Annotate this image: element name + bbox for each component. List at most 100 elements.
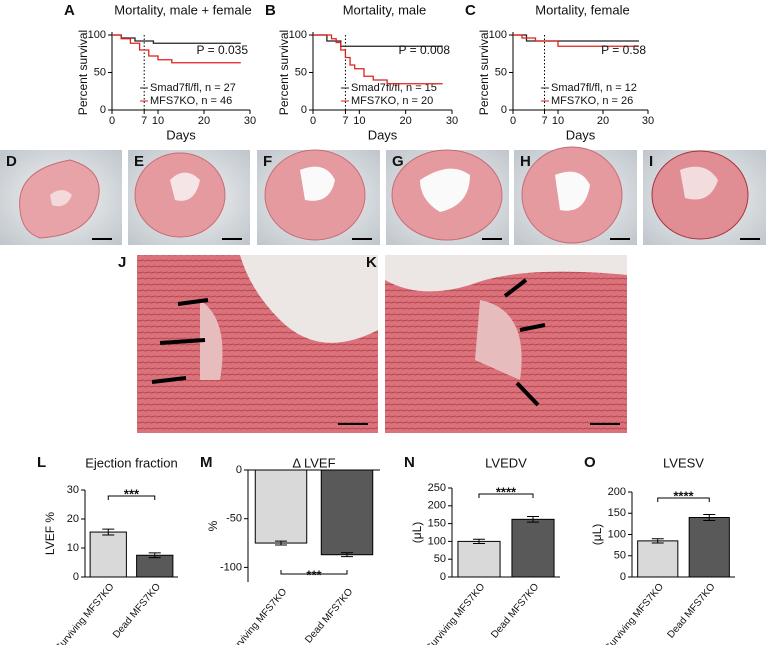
y-tick-label: 150 [608,507,626,519]
p-value: P = 0.035 [197,43,249,57]
chart-title: LVESV [663,455,704,470]
y-tick-label: 0 [236,464,242,476]
x-axis-label: Days [566,127,596,142]
panel-letter: D [6,153,17,170]
error-bar [527,515,539,523]
y-axis-label: Percent survival [76,30,90,115]
legend-label: MFS7KO, n = 26 [551,95,633,107]
error-bar [651,538,664,544]
x-axis-label: Days [166,127,196,142]
x-tick-label: 20 [400,115,412,127]
y-axis-label: Percent survival [477,30,491,115]
y-tick-label: 0 [73,571,79,583]
survival-curve [112,34,241,64]
significance-label: **** [496,484,517,499]
y-axis-label: (μL) [590,524,604,546]
bar [457,540,501,578]
y-tick-label: 50 [295,66,307,78]
x-tick-label: 20 [198,115,210,127]
y-tick-label: 100 [88,29,106,41]
x-tick-label: 20 [597,115,609,127]
x-tick-label: 30 [642,115,654,127]
chart-title: Mortality, female [535,2,629,17]
y-axis-label: LVEF % [43,512,57,555]
panel-letter: B [265,2,276,19]
y-tick-label: 0 [301,104,307,116]
panel-letter: G [392,153,404,170]
x-tick-label: Dead MFS7KO [489,581,541,640]
bar [136,554,174,578]
panel-letter: N [404,454,415,471]
y-tick-label: 100 [608,528,626,540]
x-tick-label: Surviving MFS7KO [226,586,289,645]
y-tick-label: 10 [67,542,79,554]
x-tick-label: 7 [541,115,547,127]
y-tick-label: -50 [226,513,242,525]
x-tick-label: Dead MFS7KO [111,581,163,640]
image-panel [137,255,378,433]
panel-letter: H [520,153,531,170]
y-tick-label: 250 [428,482,446,494]
legend-label: Smad7fl/fl, n = 12 [551,82,637,94]
legend-label: MFS7KO, n = 46 [150,95,232,107]
x-tick-label: 0 [109,115,115,127]
error-bar [341,552,353,558]
significance-bracket [657,497,710,502]
image-panel [385,255,627,433]
panel-letter: E [134,153,144,170]
x-tick-label: 7 [141,115,147,127]
bar [254,469,308,544]
significance-label: **** [673,488,694,503]
survival-curve [313,34,443,85]
error-bar [102,528,115,536]
x-tick-label: 30 [446,115,458,127]
x-tick-label: Surviving MFS7KO [424,581,487,645]
bar [89,531,127,578]
panel-letter: A [64,2,75,19]
y-tick-label: 0 [440,571,446,583]
x-tick-label: Surviving MFS7KO [603,581,666,645]
image-panel [643,150,766,245]
survival-curve [513,34,639,47]
x-tick-label: 10 [152,115,164,127]
image-panel [386,149,509,245]
panel-letter: I [649,153,653,170]
x-tick-label: Surviving MFS7KO [53,581,116,645]
y-axis-label: (μL) [410,522,424,544]
panel-letter: C [465,2,476,19]
bar [688,517,730,578]
y-tick-label: -100 [220,561,242,573]
significance-label: *** [124,486,140,501]
significance-bracket [107,495,156,500]
y-tick-label: 100 [289,29,307,41]
y-tick-label: 0 [501,104,507,116]
image-panel [257,149,380,245]
x-tick-label: 10 [353,115,365,127]
significance-bracket [280,570,348,575]
chart-title: Ejection fraction [85,455,178,470]
histology-row [0,146,766,433]
x-tick-label: Dead MFS7KO [666,581,718,640]
panel-letter: J [118,254,126,271]
bar [320,469,374,556]
y-tick-label: 0 [100,104,106,116]
y-tick-label: 20 [67,513,79,525]
error-bar [473,538,485,545]
y-tick-label: 50 [614,550,626,562]
panel-letter: O [584,454,596,471]
x-tick-label: 0 [310,115,316,127]
image-panel [0,150,122,245]
image-panel [514,146,637,245]
x-axis-label: Days [368,127,398,142]
x-tick-label: Dead MFS7KO [303,586,355,645]
y-tick-label: 30 [67,484,79,496]
y-tick-label: 50 [495,66,507,78]
chart-title: Mortality, male [343,2,427,17]
chart-title: Mortality, male + female [114,2,251,17]
y-tick-label: 100 [489,29,507,41]
x-tick-label: 30 [244,115,256,127]
panel-letter: K [366,254,377,271]
y-axis-label: Percent survival [277,30,291,115]
panel-letter: L [37,454,46,471]
